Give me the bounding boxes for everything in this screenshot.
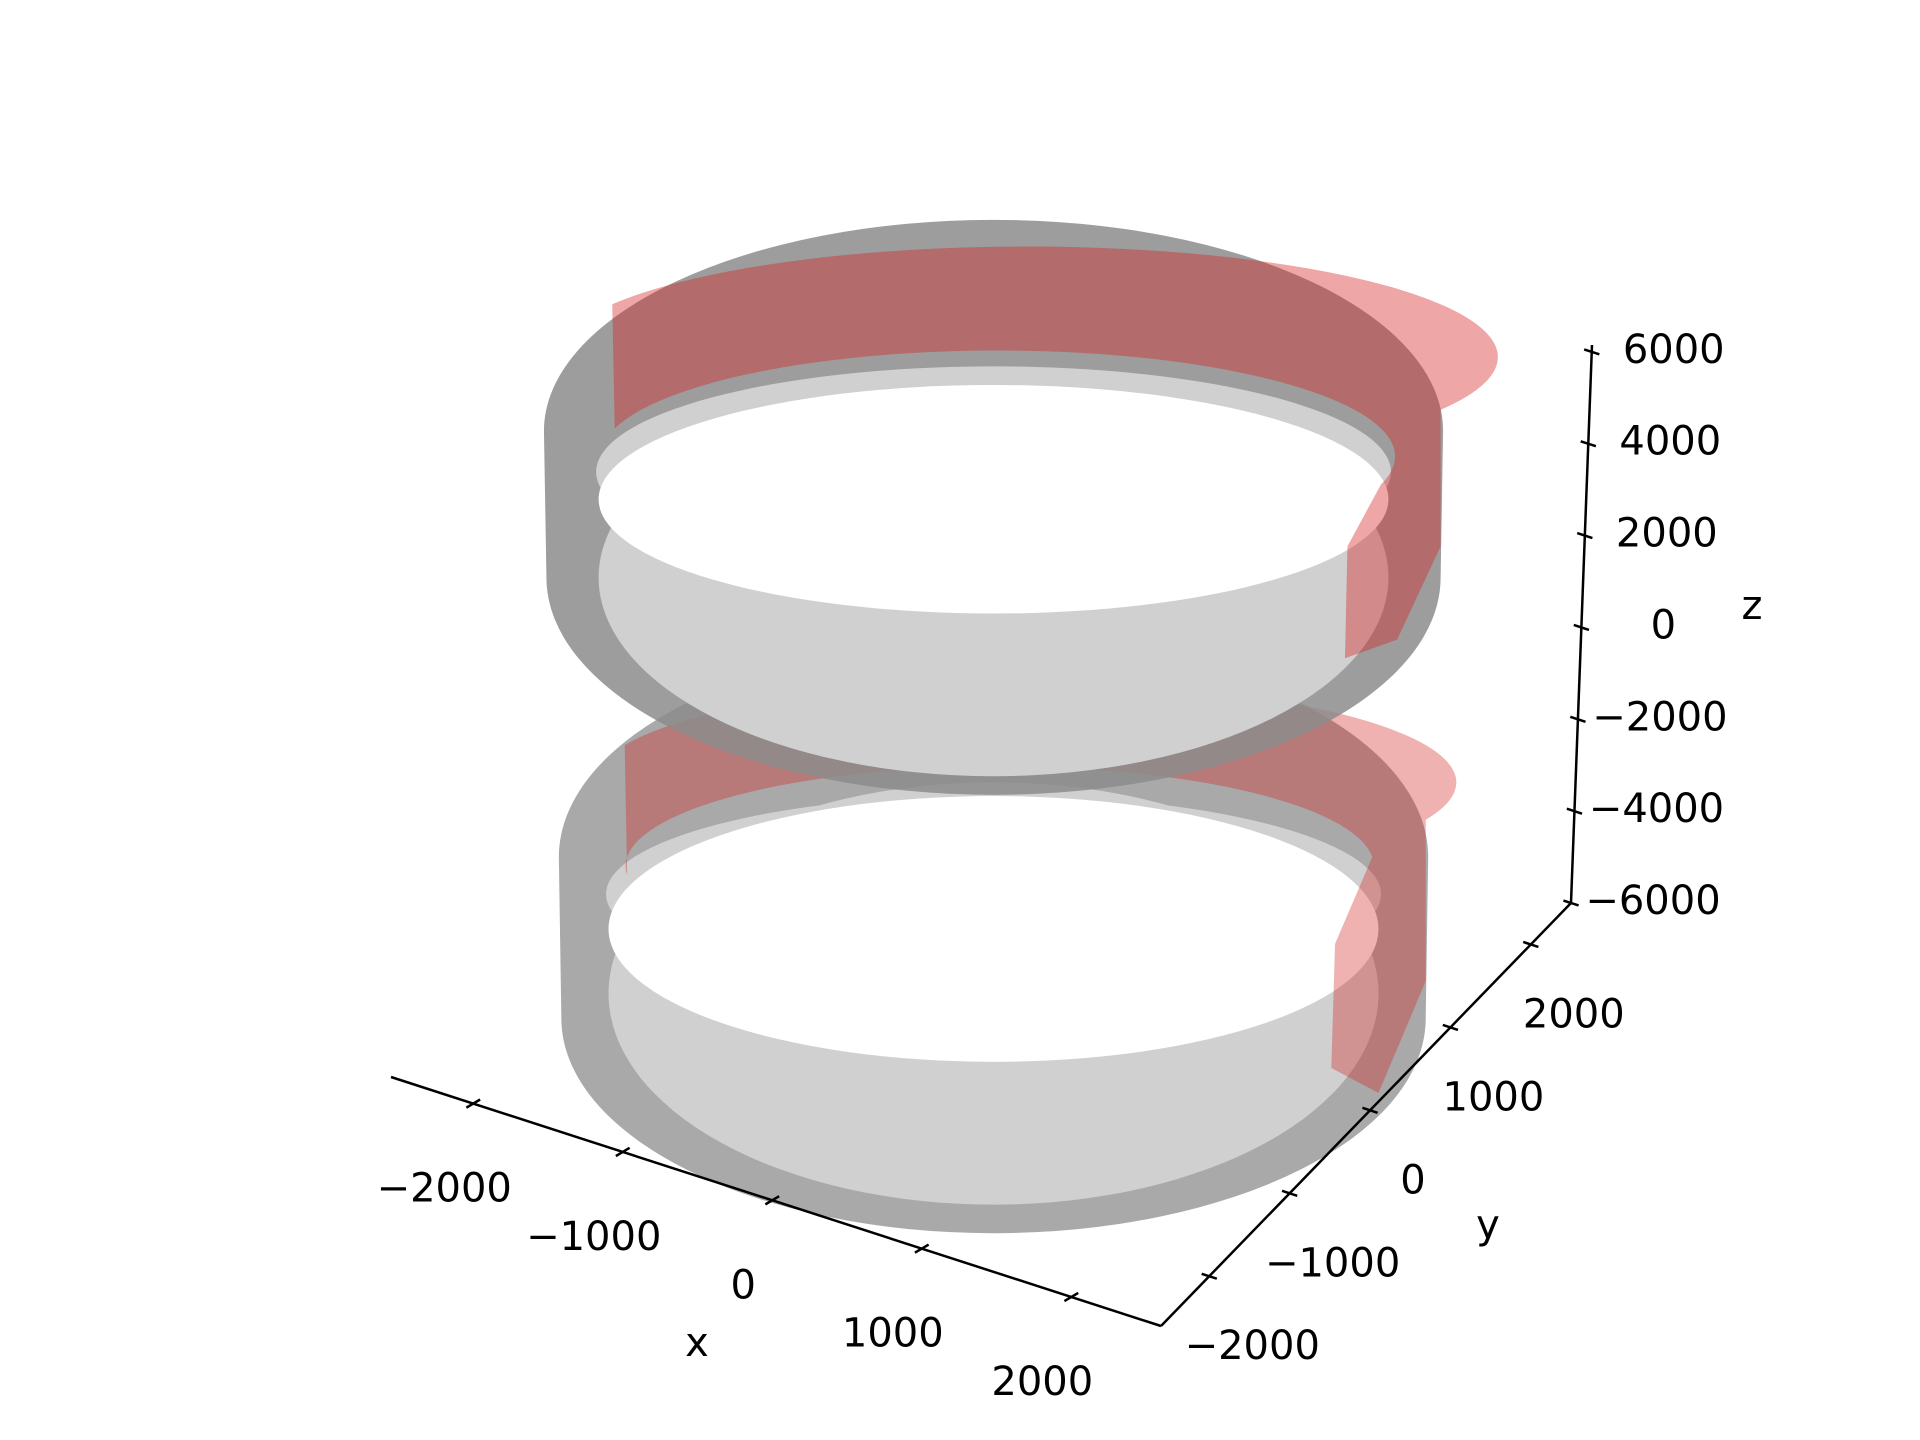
y-tick-label: −2000: [1185, 1323, 1320, 1369]
ring-hole: [598, 384, 1389, 614]
y-tick-label: 0: [1400, 1157, 1425, 1203]
z-tick: [1580, 440, 1597, 448]
z-tick-label: 0: [1651, 602, 1676, 648]
y-tick-label: −1000: [1265, 1240, 1400, 1286]
y-axis: [1160, 902, 1572, 1327]
ring-hole: [608, 796, 1379, 1062]
x-axis-label: x: [685, 1320, 709, 1366]
y-tick-label: 2000: [1523, 991, 1625, 1037]
x-tick-label: 0: [731, 1262, 756, 1308]
z-tick-label: 6000: [1623, 327, 1725, 373]
z-tick: [1573, 623, 1590, 632]
x-tick: [914, 1243, 930, 1254]
x-tick-label: 2000: [991, 1359, 1093, 1405]
y-tick: [1201, 1272, 1218, 1280]
red-band: [612, 246, 1498, 659]
x-tick: [764, 1195, 780, 1206]
y-tick: [1522, 940, 1539, 949]
x-tick-label: −2000: [377, 1166, 512, 1212]
z-tick-label: −4000: [1589, 786, 1724, 832]
z-tick: [1563, 899, 1579, 907]
z-axis-label: z: [1742, 583, 1763, 629]
x-tick-label: 1000: [842, 1311, 944, 1357]
z-tick-label: −2000: [1592, 694, 1727, 740]
x-tick: [1063, 1291, 1079, 1303]
z-tick: [1576, 531, 1593, 540]
y-tick-label: 1000: [1443, 1074, 1545, 1120]
y-tick: [1281, 1189, 1298, 1197]
x-axis: [390, 1075, 1162, 1328]
z-tick: [1583, 348, 1600, 356]
y-tick: [1362, 1106, 1379, 1115]
z-tick-label: −6000: [1585, 878, 1720, 924]
x-tick: [465, 1098, 481, 1109]
y-tick: [1442, 1023, 1459, 1032]
rings: [543, 219, 1498, 1234]
z-tick-label: 2000: [1616, 511, 1718, 557]
x-tick: [615, 1146, 631, 1158]
x-tick-label: −1000: [526, 1214, 661, 1260]
z-tick: [1566, 807, 1583, 815]
y-axis-label: y: [1476, 1202, 1500, 1248]
z-tick-label: 4000: [1619, 419, 1721, 465]
z-tick: [1569, 715, 1586, 723]
red-band: [624, 681, 1457, 1093]
